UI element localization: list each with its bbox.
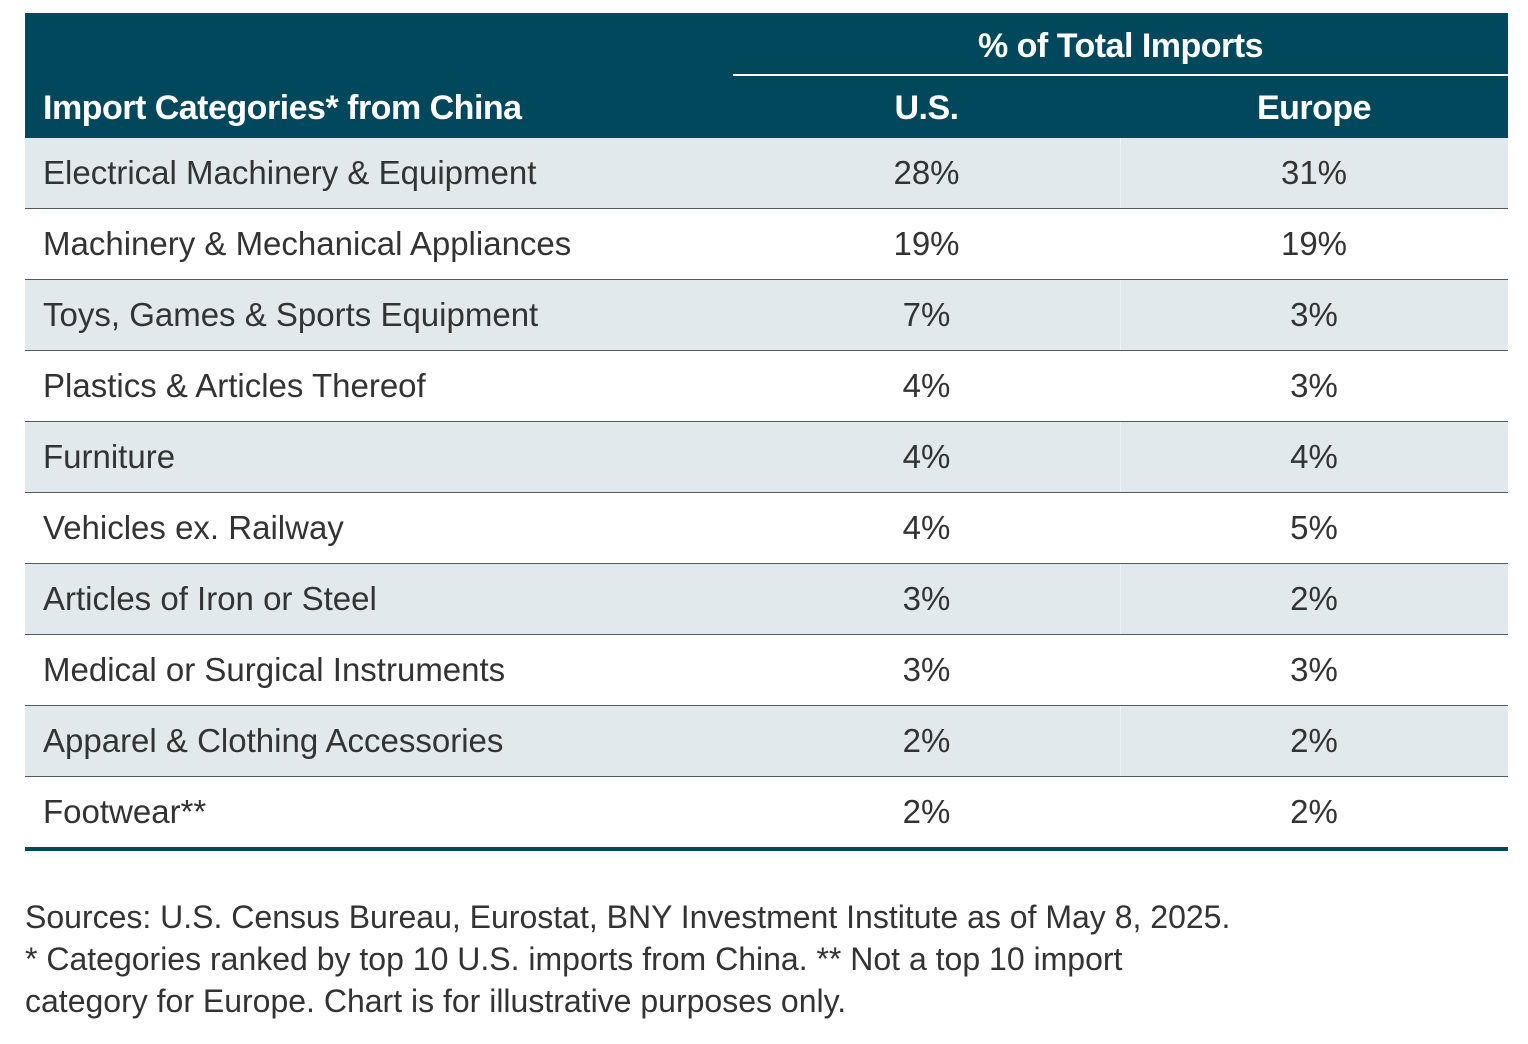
europe-value-cell: 3%: [1290, 296, 1338, 333]
category-cell: Furniture: [43, 438, 176, 475]
table-row: Plastics & Articles Thereof 4% 3%: [25, 351, 1508, 422]
footnotes: Sources: U.S. Census Bureau, Eurostat, B…: [25, 896, 1505, 1022]
column-group-rule: [733, 74, 1508, 76]
category-cell: Toys, Games & Sports Equipment: [43, 296, 539, 333]
category-cell: Electrical Machinery & Equipment: [43, 154, 537, 191]
table-body: Electrical Machinery & Equipment 28% 31% Ma…: [25, 138, 1508, 851]
column-separator: [1120, 351, 1121, 421]
category-cell: Apparel & Clothing Accessories: [43, 722, 504, 759]
column-separator: [1120, 564, 1121, 634]
europe-value-cell: 19%: [1280, 225, 1348, 262]
us-value-cell: 4%: [902, 509, 951, 546]
europe-value-cell: 4%: [1290, 438, 1338, 475]
column-separator: [1120, 138, 1121, 208]
europe-value-cell: 2%: [1290, 722, 1338, 759]
table-row: Footwear** 2% 2%: [25, 777, 1508, 851]
column-separator: [1120, 209, 1121, 279]
us-value-cell: 28%: [893, 154, 960, 191]
imports-table: % of Total Imports Import Categories* fr…: [25, 13, 1508, 851]
header-europe: Europe: [1256, 89, 1372, 127]
us-value-cell: 4%: [902, 367, 951, 404]
column-separator: [1120, 706, 1121, 776]
header-us: U.S.: [894, 89, 959, 127]
sources-note: Sources: U.S. Census Bureau, Eurostat, B…: [25, 899, 1231, 935]
europe-value-cell: 3%: [1290, 651, 1338, 688]
table-row: Apparel & Clothing Accessories 2% 2%: [25, 706, 1508, 777]
category-cell: Articles of Iron or Steel: [43, 580, 377, 617]
category-cell: Machinery & Mechanical Appliances: [43, 225, 572, 262]
ranking-note: * Categories ranked by top 10 U.S. impor…: [25, 941, 1123, 977]
us-value-cell: 3%: [902, 580, 951, 617]
us-value-cell: 2%: [902, 793, 951, 830]
europe-value-cell: 2%: [1290, 793, 1338, 830]
column-separator: [1120, 777, 1121, 847]
table-row: Electrical Machinery & Equipment 28% 31%: [25, 138, 1508, 209]
table-row: Furniture 4% 4%: [25, 422, 1508, 493]
us-value-cell: 7%: [902, 296, 951, 333]
header-category: Import Categories* from China: [43, 89, 522, 127]
europe-value-cell: 5%: [1290, 509, 1338, 546]
us-value-cell: 4%: [902, 438, 951, 475]
us-value-cell: 19%: [893, 225, 960, 262]
illustrative-note: category for Europe. Chart is for illust…: [25, 983, 847, 1019]
europe-value-cell: 31%: [1280, 154, 1348, 191]
category-cell: Vehicles ex. Railway: [43, 509, 344, 546]
europe-value-cell: 3%: [1290, 367, 1338, 404]
column-separator: [1120, 493, 1121, 563]
column-separator: [1120, 635, 1121, 705]
us-value-cell: 2%: [902, 722, 951, 759]
column-separator: [1120, 280, 1121, 350]
us-value-cell: 3%: [902, 651, 951, 688]
table-row: Toys, Games & Sports Equipment 7% 3%: [25, 280, 1508, 351]
table-row: Vehicles ex. Railway 4% 5%: [25, 493, 1508, 564]
column-separator: [1120, 422, 1121, 492]
table-row: Machinery & Mechanical Appliances 19% 19%: [25, 209, 1508, 280]
table-row: Medical or Surgical Instruments 3% 3%: [25, 635, 1508, 706]
europe-value-cell: 2%: [1290, 580, 1338, 617]
category-cell: Footwear**: [43, 793, 207, 830]
column-group-label: % of Total Imports: [977, 27, 1264, 65]
table-header: % of Total Imports Import Categories* fr…: [25, 13, 1508, 138]
category-cell: Plastics & Articles Thereof: [43, 367, 426, 404]
category-cell: Medical or Surgical Instruments: [43, 651, 506, 688]
table-row: Articles of Iron or Steel 3% 2%: [25, 564, 1508, 635]
